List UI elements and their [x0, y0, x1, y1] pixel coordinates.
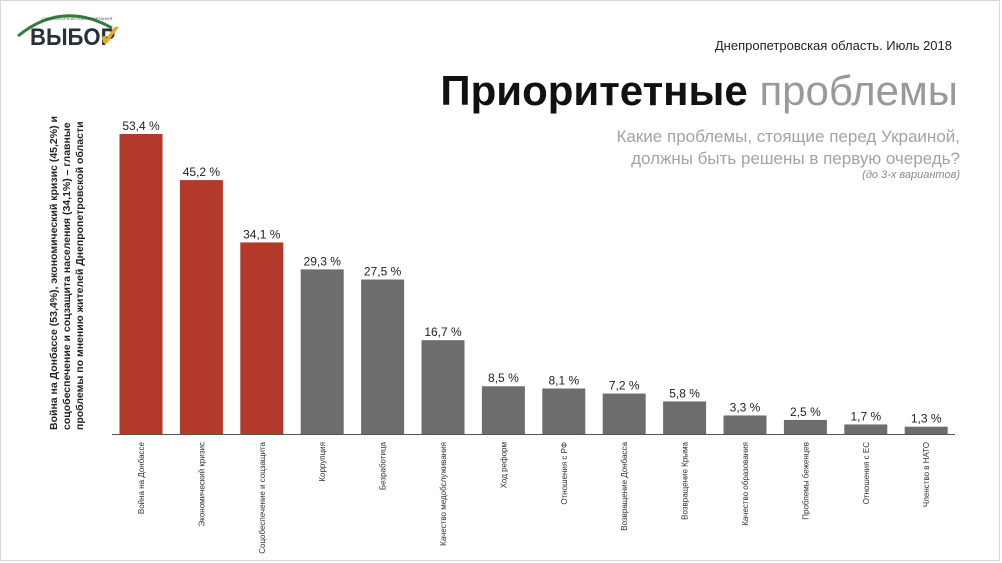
bar-value-label: 8,1 % — [548, 373, 579, 387]
bar-value-label: 29,3 % — [304, 254, 342, 268]
category-label: Коррупция — [318, 442, 327, 482]
category-label: Возвращение Донбасса — [620, 441, 629, 530]
category-label: Ход реформ — [499, 442, 508, 488]
bar — [421, 340, 465, 434]
bar — [240, 242, 284, 434]
bar-value-label: 1,3 % — [911, 412, 942, 426]
bar-value-label: 5,8 % — [669, 386, 700, 400]
bar — [663, 401, 707, 434]
bar-value-label: 1,7 % — [850, 409, 881, 423]
category-label: Качество медобслуживания — [439, 442, 448, 546]
bar — [361, 279, 405, 434]
page-title: Приоритетные проблемы — [440, 66, 958, 116]
bar — [300, 269, 344, 434]
question-line-1: Какие проблемы, стоящие перед Украиной, — [616, 127, 960, 146]
logo-text: ВЫБОР — [30, 24, 116, 51]
bar — [783, 419, 827, 434]
bar-value-label: 3,3 % — [730, 400, 761, 414]
bar-value-label: 2,5 % — [790, 405, 821, 419]
logo: СОЦИОЛОГИЧЕСКАЯ КОМПАНИЯ ВЫБОР ✓ — [12, 6, 124, 56]
answer-note: (до 3-х вариантов) — [862, 169, 960, 181]
category-label: Отношения с РФ — [560, 442, 569, 505]
category-label: Возвращение Крыма — [681, 441, 690, 519]
bar — [481, 386, 525, 434]
bar — [602, 393, 646, 434]
category-label: Соцобеспечение и соцзащита — [258, 441, 267, 553]
category-label: Война на Донбассе — [137, 441, 146, 514]
category-label: Экономический кризис — [197, 442, 206, 526]
logo-arc — [17, 14, 113, 38]
bar — [844, 424, 888, 434]
category-label: Безработица — [379, 441, 388, 490]
bar — [119, 134, 163, 434]
bar-value-label: 27,5 % — [364, 265, 402, 279]
survey-question: Какие проблемы, стоящие перед Украиной, … — [560, 126, 960, 170]
region-date: Днепропетровская область. Июль 2018 — [714, 38, 952, 53]
bar-value-label: 8,5 % — [488, 371, 519, 385]
bar-value-label: 53,4 % — [122, 119, 160, 133]
bar-value-label: 7,2 % — [609, 379, 640, 393]
bar-value-label: 16,7 % — [424, 325, 462, 339]
category-label: Проблемы беженцев — [801, 442, 810, 520]
logo-tagline: СОЦИОЛОГИЧЕСКАЯ КОМПАНИЯ — [42, 16, 113, 21]
title-light: проблемы — [759, 67, 958, 114]
bar — [904, 426, 948, 434]
category-label: Отношения с ЕС — [862, 442, 871, 505]
question-line-2: должны быть решены в первую очередь? — [631, 149, 960, 168]
bar-value-label: 45,2 % — [183, 165, 221, 179]
category-label: Членство в НАТО — [922, 442, 931, 507]
check-icon: ✓ — [98, 20, 124, 53]
bar — [179, 180, 223, 434]
bar — [723, 415, 767, 434]
title-bold: Приоритетные — [440, 67, 748, 114]
category-label: Качество образования — [741, 442, 750, 526]
bar — [542, 388, 586, 434]
bar-value-label: 34,1 % — [243, 227, 281, 241]
